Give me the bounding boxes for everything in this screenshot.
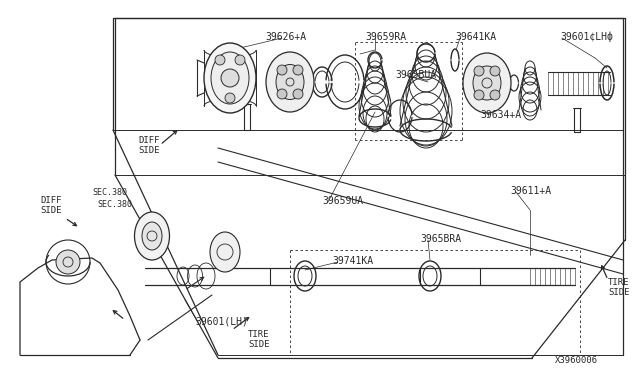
Text: 39659RA: 39659RA — [365, 32, 406, 42]
Text: DIFF
SIDE: DIFF SIDE — [138, 136, 159, 155]
Ellipse shape — [142, 222, 162, 250]
Circle shape — [235, 55, 245, 65]
Circle shape — [293, 65, 303, 75]
Text: TIRE
SIDE: TIRE SIDE — [608, 278, 630, 297]
Circle shape — [56, 250, 80, 274]
Circle shape — [490, 66, 500, 76]
Circle shape — [474, 90, 484, 100]
Ellipse shape — [204, 43, 256, 113]
Circle shape — [225, 93, 235, 103]
Text: 39641KA: 39641KA — [455, 32, 496, 42]
Ellipse shape — [473, 66, 501, 100]
Circle shape — [277, 89, 287, 99]
Circle shape — [215, 55, 225, 65]
Ellipse shape — [211, 52, 249, 104]
Ellipse shape — [276, 64, 304, 99]
Text: 39659UA: 39659UA — [322, 196, 363, 206]
Text: 39741KA: 39741KA — [332, 256, 373, 266]
Text: TIRE
SIDE: TIRE SIDE — [248, 330, 269, 349]
Text: 39634+A: 39634+A — [480, 110, 521, 120]
Circle shape — [490, 90, 500, 100]
Circle shape — [293, 89, 303, 99]
Text: 3965BRA: 3965BRA — [420, 234, 461, 244]
Circle shape — [474, 66, 484, 76]
Ellipse shape — [463, 53, 511, 113]
Text: SEC.380: SEC.380 — [92, 188, 127, 197]
Circle shape — [277, 65, 287, 75]
Text: 39611+A: 39611+A — [510, 186, 551, 196]
Ellipse shape — [134, 212, 170, 260]
Text: 39601¢LHф: 39601¢LHф — [560, 32, 613, 42]
Circle shape — [221, 69, 239, 87]
Text: 39626+A: 39626+A — [265, 32, 306, 42]
Text: X3960006: X3960006 — [555, 356, 598, 365]
Ellipse shape — [266, 52, 314, 112]
Text: DIFF
SIDE: DIFF SIDE — [40, 196, 61, 215]
Text: 39601(LH): 39601(LH) — [195, 316, 248, 326]
Ellipse shape — [210, 232, 240, 272]
Text: SEC.380: SEC.380 — [97, 200, 132, 209]
Text: 3965BUA: 3965BUA — [395, 70, 436, 80]
